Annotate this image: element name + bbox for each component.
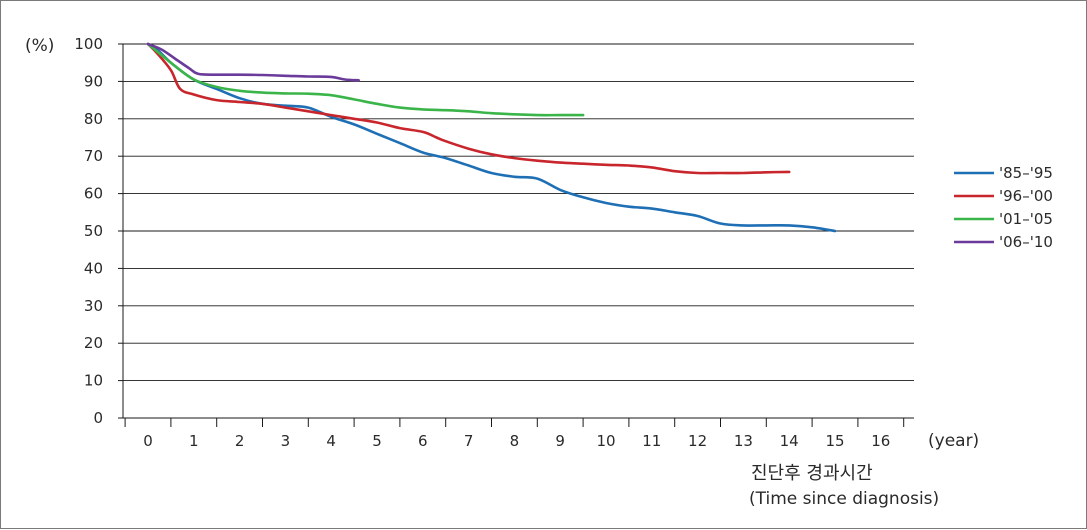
axes bbox=[118, 43, 914, 427]
series-lines bbox=[146, 42, 837, 233]
x-tick-label: 10 bbox=[596, 432, 615, 450]
x-tick-label: 3 bbox=[281, 432, 291, 450]
y-tick-label: 100 bbox=[74, 35, 103, 53]
series-line-1 bbox=[146, 42, 837, 233]
y-tick-label: 70 bbox=[84, 147, 103, 165]
series-line-3 bbox=[146, 42, 585, 117]
x-axis-title-korean: 진단후 경과시간 bbox=[751, 463, 873, 484]
x-tick-label: 16 bbox=[871, 432, 890, 450]
x-tick-label: 0 bbox=[143, 432, 153, 450]
x-unit-label: (year) bbox=[928, 431, 979, 451]
x-tick-label: 13 bbox=[734, 432, 753, 450]
x-tick-label: 8 bbox=[510, 432, 520, 450]
x-tick-label: 14 bbox=[780, 432, 799, 450]
legend: '85–'95 '96–'00 '01–'05 '06–'10 bbox=[954, 164, 1053, 251]
series-line-2 bbox=[146, 42, 791, 175]
y-tick-label: 30 bbox=[84, 297, 103, 315]
legend-label-2: '96–'00 bbox=[999, 187, 1053, 205]
y-tick-label: 0 bbox=[93, 409, 103, 427]
y-tick-label: 80 bbox=[84, 110, 103, 128]
y-unit-label: (%) bbox=[25, 36, 54, 56]
y-tick-label: 90 bbox=[84, 72, 103, 90]
y-tick-label: 20 bbox=[84, 334, 103, 352]
x-tick-label: 7 bbox=[464, 432, 474, 450]
x-tick-label: 5 bbox=[372, 432, 382, 450]
x-tick-label: 15 bbox=[825, 432, 844, 450]
y-tick-label: 60 bbox=[84, 185, 103, 203]
y-tick-label: 50 bbox=[84, 222, 103, 240]
x-tick-label: 2 bbox=[235, 432, 245, 450]
y-tick-label: 40 bbox=[84, 259, 103, 277]
x-tick-label: 1 bbox=[189, 432, 199, 450]
x-tick-label: 11 bbox=[642, 432, 661, 450]
y-tick-label: 10 bbox=[84, 372, 103, 390]
x-tick-label: 12 bbox=[688, 432, 707, 450]
x-axis-title-english: (Time since diagnosis) bbox=[749, 489, 939, 509]
x-tick-label: 6 bbox=[418, 432, 428, 450]
grid-lines bbox=[123, 43, 914, 382]
legend-label-1: '85–'95 bbox=[999, 164, 1053, 182]
legend-label-4: '06–'10 bbox=[999, 233, 1053, 251]
series-line-4 bbox=[146, 42, 360, 82]
x-tick-label: 4 bbox=[326, 432, 336, 450]
legend-label-3: '01–'05 bbox=[999, 210, 1053, 228]
x-tick-label: 9 bbox=[555, 432, 565, 450]
